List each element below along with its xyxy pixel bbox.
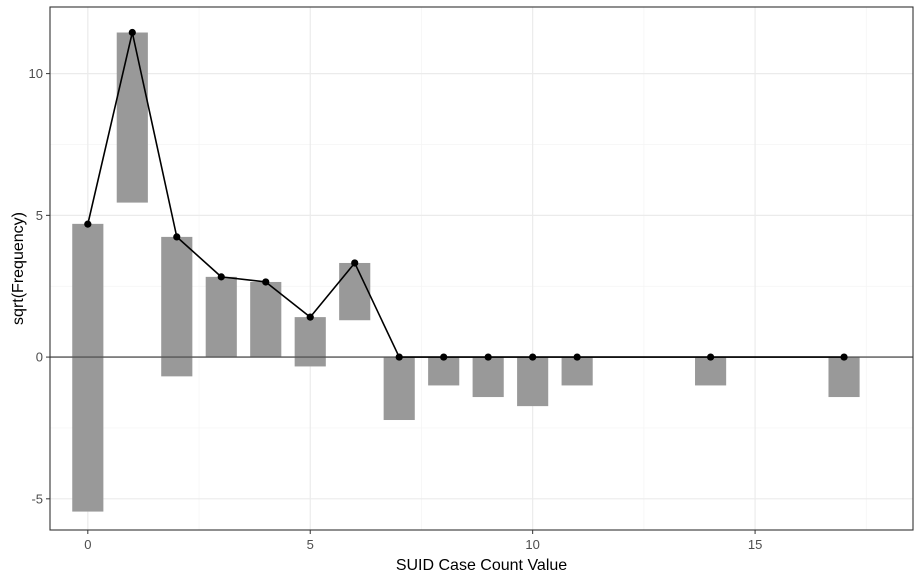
- bar-1: [116, 32, 148, 203]
- grid-layer: [50, 7, 913, 530]
- bar-5: [294, 317, 326, 367]
- bar-4: [250, 281, 282, 358]
- bar-6: [339, 262, 371, 321]
- bar-11: [561, 357, 593, 386]
- bar-9: [472, 357, 504, 398]
- y-tick-label: 10: [29, 66, 43, 81]
- bar-14: [695, 357, 727, 386]
- y-tick-label: 0: [36, 350, 43, 365]
- point-4: [262, 278, 270, 286]
- panel-background: [50, 7, 913, 530]
- bar-7: [383, 357, 415, 421]
- series-line: [87, 31, 845, 358]
- x-tick-label: 5: [307, 537, 314, 552]
- point-11: [573, 353, 581, 361]
- x-tick-label: 10: [525, 537, 539, 552]
- y-axis-title: sqrt(Frequency): [10, 212, 27, 325]
- point-10: [529, 353, 537, 361]
- point-7: [395, 353, 403, 361]
- bar-8: [428, 357, 460, 386]
- point-3: [217, 273, 225, 281]
- bar-3: [205, 276, 237, 358]
- point-0: [84, 220, 92, 228]
- bar-10: [517, 357, 549, 407]
- point-14: [706, 353, 715, 361]
- point-8: [440, 353, 448, 361]
- y-tick-label: -5: [31, 491, 43, 506]
- axis-layer: 0 5 10 15 -5 0 5 10: [29, 66, 763, 552]
- point-5: [306, 313, 314, 321]
- bar-17: [828, 357, 860, 398]
- point-9: [484, 353, 492, 361]
- y-tick-label: 5: [36, 208, 43, 223]
- line-layer: [87, 31, 845, 358]
- panel-border: [49, 6, 914, 531]
- x-tick-label: 15: [748, 537, 762, 552]
- point-layer: [84, 28, 848, 361]
- point-6: [351, 259, 359, 267]
- point-1: [128, 28, 136, 37]
- x-tick-label: 0: [84, 537, 91, 552]
- point-2: [173, 233, 181, 241]
- x-axis-title: SUID Case Count Value: [396, 557, 567, 574]
- bar-layer: [72, 32, 860, 512]
- bar-0: [72, 223, 104, 512]
- point-17: [840, 353, 848, 361]
- bar-2: [161, 236, 193, 377]
